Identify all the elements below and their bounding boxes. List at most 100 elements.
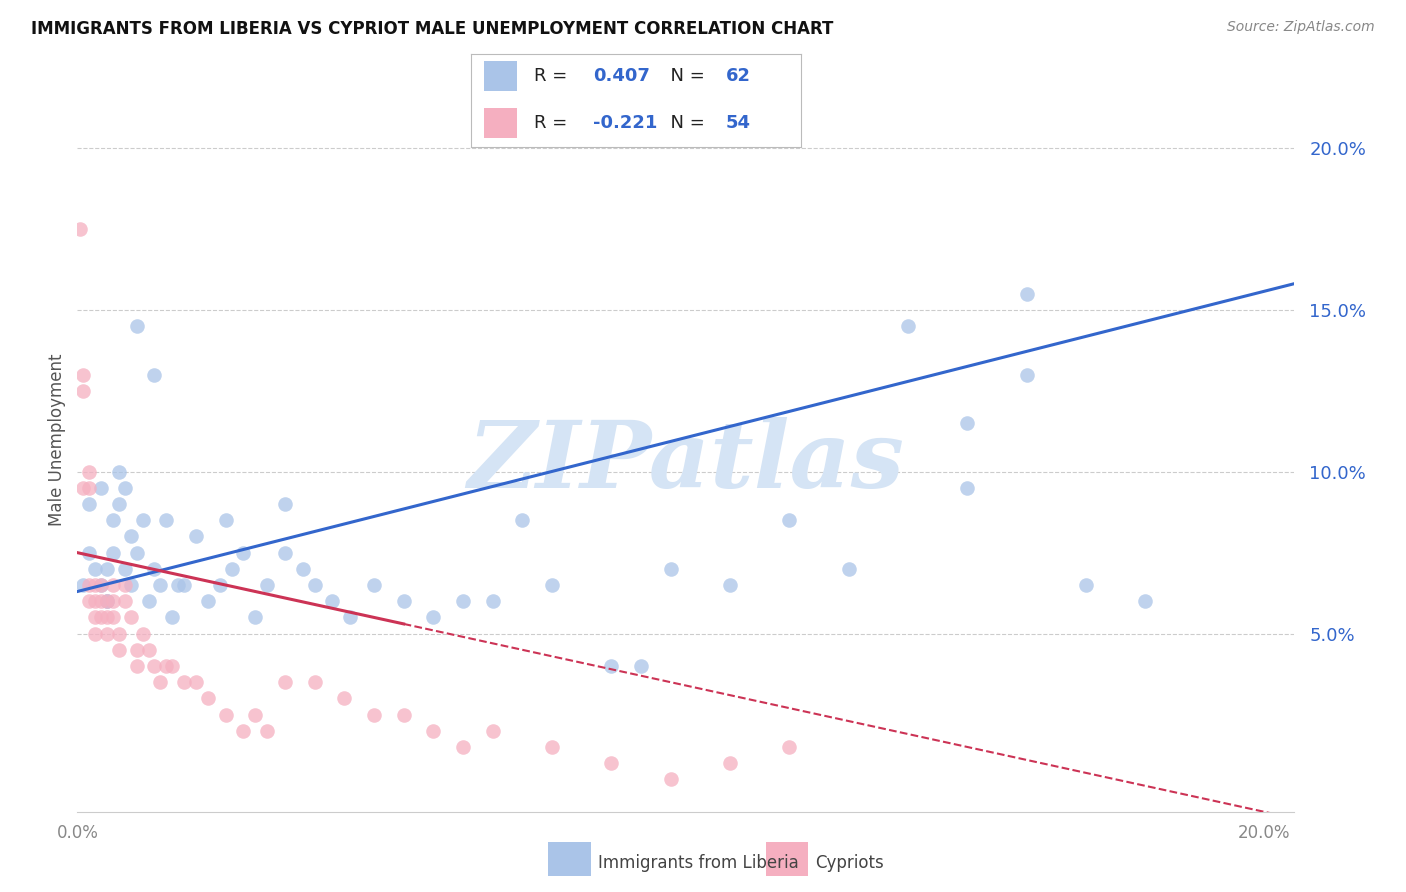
- Point: [101, 513, 124, 527]
- Point: [143, 368, 166, 382]
- Point: [778, 739, 800, 754]
- Point: [77, 497, 100, 511]
- Point: [69, 222, 91, 236]
- Point: [451, 739, 474, 754]
- Point: [125, 642, 148, 657]
- Point: [149, 578, 172, 592]
- Text: Immigrants from Liberia: Immigrants from Liberia: [598, 855, 799, 872]
- Point: [143, 562, 166, 576]
- Point: [72, 368, 94, 382]
- Point: [143, 659, 166, 673]
- Point: [363, 707, 385, 722]
- Point: [256, 578, 278, 592]
- Point: [96, 594, 118, 608]
- Point: [120, 578, 142, 592]
- Point: [274, 546, 297, 560]
- Point: [232, 723, 254, 738]
- Point: [108, 465, 131, 479]
- Point: [84, 578, 107, 592]
- Point: [321, 594, 343, 608]
- Point: [197, 691, 219, 706]
- Text: 62: 62: [725, 67, 751, 85]
- Point: [96, 562, 118, 576]
- Point: [162, 610, 184, 624]
- Bar: [484, 108, 517, 138]
- Point: [131, 626, 153, 640]
- Point: [114, 481, 136, 495]
- Point: [101, 546, 124, 560]
- Point: [339, 610, 361, 624]
- Point: [600, 659, 623, 673]
- Point: [125, 659, 148, 673]
- Point: [173, 675, 195, 690]
- Point: [956, 416, 979, 430]
- Point: [96, 594, 118, 608]
- Point: [208, 578, 231, 592]
- Point: [114, 594, 136, 608]
- Point: [125, 318, 148, 333]
- Point: [77, 594, 100, 608]
- Point: [232, 546, 254, 560]
- Point: [510, 513, 533, 527]
- Point: [138, 594, 160, 608]
- Point: [96, 610, 118, 624]
- Text: N =: N =: [659, 114, 711, 132]
- Point: [84, 626, 107, 640]
- Point: [96, 594, 118, 608]
- Point: [1135, 594, 1157, 608]
- Point: [274, 675, 297, 690]
- Text: 54: 54: [725, 114, 751, 132]
- Point: [363, 578, 385, 592]
- Point: [392, 594, 415, 608]
- Point: [304, 578, 326, 592]
- Point: [84, 562, 107, 576]
- Point: [659, 772, 682, 787]
- Point: [72, 481, 94, 495]
- Point: [90, 578, 112, 592]
- Point: [541, 578, 564, 592]
- Text: Source: ZipAtlas.com: Source: ZipAtlas.com: [1227, 20, 1375, 34]
- Point: [90, 610, 112, 624]
- Point: [184, 529, 207, 543]
- Point: [1015, 286, 1038, 301]
- Point: [1074, 578, 1097, 592]
- Text: ZIPatlas: ZIPatlas: [467, 417, 904, 507]
- Point: [77, 481, 100, 495]
- Point: [481, 723, 503, 738]
- Point: [72, 578, 94, 592]
- Point: [120, 610, 142, 624]
- Point: [256, 723, 278, 738]
- Point: [291, 562, 314, 576]
- Point: [630, 659, 652, 673]
- Point: [101, 578, 124, 592]
- Point: [245, 707, 267, 722]
- Y-axis label: Male Unemployment: Male Unemployment: [48, 353, 66, 525]
- Point: [392, 707, 415, 722]
- Point: [138, 642, 160, 657]
- Point: [108, 626, 131, 640]
- Point: [422, 610, 444, 624]
- Point: [131, 513, 153, 527]
- Bar: [484, 61, 517, 91]
- Point: [90, 594, 112, 608]
- Point: [84, 594, 107, 608]
- Point: [108, 497, 131, 511]
- Point: [84, 610, 107, 624]
- Point: [333, 691, 356, 706]
- Point: [600, 756, 623, 771]
- Point: [155, 659, 177, 673]
- Point: [120, 529, 142, 543]
- Point: [108, 642, 131, 657]
- Point: [96, 626, 118, 640]
- Point: [245, 610, 267, 624]
- Point: [214, 707, 236, 722]
- Point: [718, 756, 741, 771]
- Text: IMMIGRANTS FROM LIBERIA VS CYPRIOT MALE UNEMPLOYMENT CORRELATION CHART: IMMIGRANTS FROM LIBERIA VS CYPRIOT MALE …: [31, 20, 834, 37]
- Point: [90, 481, 112, 495]
- Point: [956, 481, 979, 495]
- Point: [221, 562, 243, 576]
- Point: [114, 562, 136, 576]
- Point: [1015, 368, 1038, 382]
- Point: [72, 384, 94, 398]
- Point: [101, 610, 124, 624]
